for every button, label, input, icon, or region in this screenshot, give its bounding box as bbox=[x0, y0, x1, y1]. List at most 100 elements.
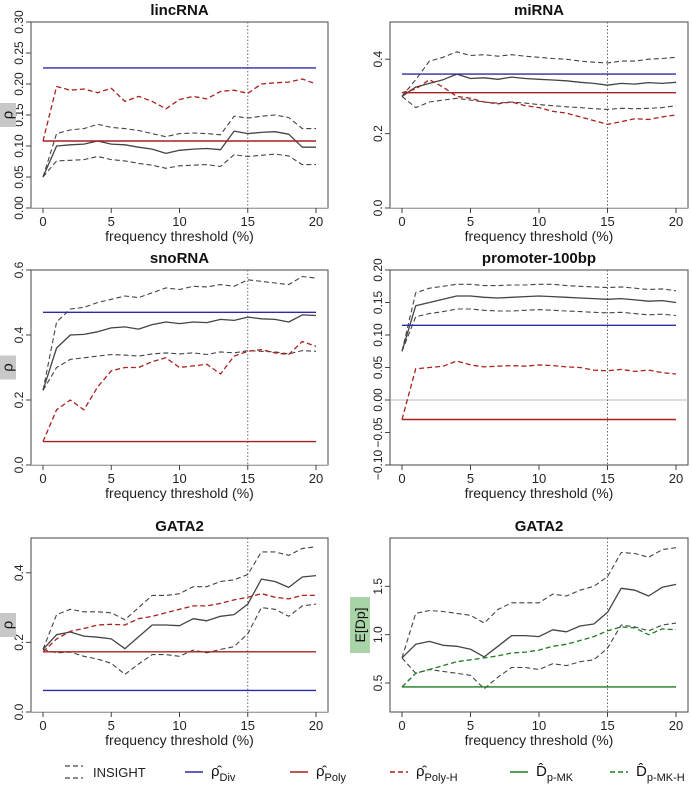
x-tick-label: 20 bbox=[309, 718, 323, 733]
y-axis-label: E[Dp] bbox=[352, 607, 368, 642]
x-tick-label: 10 bbox=[172, 214, 186, 229]
series-line-insight bbox=[42, 130, 316, 178]
y-tick-label: 0.4 bbox=[12, 326, 26, 343]
x-tick-label: 15 bbox=[600, 471, 614, 486]
y-tick-label: 0.20 bbox=[12, 72, 26, 96]
legend-label-3: ρ̂Poly-H bbox=[416, 763, 458, 784]
y-label-highlight bbox=[350, 597, 370, 653]
series-line-polyh bbox=[42, 593, 316, 653]
y-tick-label: −0.10 bbox=[371, 449, 385, 480]
series-line-insight-ci bbox=[42, 153, 316, 178]
series-line-insight-ci bbox=[401, 547, 677, 659]
y-tick-label: 0.2 bbox=[371, 125, 385, 142]
x-tick-label: 20 bbox=[669, 471, 683, 486]
legend-symbol: ρ̂ bbox=[211, 763, 223, 780]
y-tick-label: 0.05 bbox=[371, 355, 385, 379]
y-tick-label: 0.2 bbox=[12, 634, 26, 651]
y-tick-label: 0.5 bbox=[371, 674, 385, 691]
y-label-highlight bbox=[0, 103, 16, 127]
series-line-insight-ci bbox=[401, 283, 677, 352]
legend-subscript: p-MK-H bbox=[647, 772, 685, 784]
y-label-highlight bbox=[0, 613, 16, 637]
legend-label-1: ρ̂Div bbox=[211, 763, 236, 784]
x-axis-label: frequency threshold (%) bbox=[465, 485, 614, 501]
plot-area bbox=[31, 538, 328, 712]
plot-frame bbox=[30, 269, 329, 466]
x-tick-label: 10 bbox=[172, 718, 186, 733]
chart-panel-4: promoter-100bp 0 5 10 15 20 frequency threshol… bbox=[0, 250, 689, 501]
chart-title: miRNA bbox=[514, 2, 564, 19]
series-line-insight-ci bbox=[401, 51, 677, 97]
x-tick-label: 20 bbox=[669, 718, 683, 733]
series-line-insight-ci bbox=[42, 350, 317, 391]
x-tick-label: 0 bbox=[398, 471, 405, 486]
series-line-mkh bbox=[401, 626, 677, 688]
x-tick-label: 20 bbox=[309, 214, 323, 229]
legend-subscript: Div bbox=[220, 772, 236, 784]
y-tick-label: 0.00 bbox=[12, 196, 26, 220]
plot-area bbox=[31, 22, 328, 208]
x-tick-label: 0 bbox=[39, 471, 46, 486]
y-tick-label: 0.10 bbox=[12, 134, 26, 158]
legend-symbol: ρ̂ bbox=[316, 763, 328, 780]
series-line-insight bbox=[42, 314, 317, 391]
x-axis-label: frequency threshold (%) bbox=[465, 228, 614, 244]
plot-area bbox=[31, 270, 328, 465]
legend: INSIGHT ρ̂Div ρ̂Poly ρ̂Poly-H D̂p-MK D̂p-MK-H bbox=[65, 763, 685, 784]
y-tick-label: 0.0 bbox=[371, 199, 385, 216]
x-axis-label: frequency threshold (%) bbox=[105, 485, 254, 501]
y-tick-label: 0.6 bbox=[12, 261, 26, 278]
x-tick-label: 15 bbox=[241, 718, 255, 733]
y-tick-label: 0.25 bbox=[12, 41, 26, 65]
series-line-insight-ci bbox=[42, 546, 317, 650]
legend-subscript: Poly-H bbox=[425, 772, 458, 784]
y-tick-label: 0.4 bbox=[371, 51, 385, 68]
y-tick-label: 0.30 bbox=[12, 10, 26, 34]
plot-area bbox=[401, 538, 677, 712]
plot-area bbox=[390, 270, 688, 465]
series-line-insight-ci bbox=[401, 95, 677, 110]
chart-panel-5: GATA2 0 5 10 15 20 frequency threshold (%) 0.0 0… bbox=[0, 518, 329, 748]
x-tick-label: 5 bbox=[467, 718, 474, 733]
x-tick-label: 5 bbox=[467, 471, 474, 486]
x-axis-label: frequency threshold (%) bbox=[105, 732, 254, 748]
series-line-polyh bbox=[42, 78, 317, 142]
x-axis-label: frequency threshold (%) bbox=[465, 732, 614, 748]
x-tick-label: 20 bbox=[309, 471, 323, 486]
x-axis-label: frequency threshold (%) bbox=[105, 228, 254, 244]
x-tick-label: 0 bbox=[39, 214, 46, 229]
y-tick-label: 1.0 bbox=[371, 626, 385, 643]
chart-panel-3: snoRNA 0 5 10 15 20 frequency threshold (%) 0.0… bbox=[0, 250, 329, 501]
plot-area bbox=[390, 22, 688, 208]
legend-subscript: Poly bbox=[325, 772, 347, 784]
x-tick-label: 5 bbox=[108, 718, 115, 733]
series-line-insight bbox=[401, 73, 677, 97]
x-tick-label: 15 bbox=[600, 718, 614, 733]
y-axis-label: ρ bbox=[0, 621, 17, 630]
x-tick-label: 15 bbox=[241, 214, 255, 229]
x-tick-label: 0 bbox=[39, 718, 46, 733]
legend-label-insight: INSIGHT bbox=[93, 765, 146, 780]
x-tick-label: 10 bbox=[532, 471, 546, 486]
y-axis-label: ρ bbox=[0, 363, 17, 372]
x-tick-label: 10 bbox=[532, 718, 546, 733]
legend-symbol: D̂ bbox=[536, 763, 547, 780]
series-line-insight-ci bbox=[42, 603, 317, 675]
y-label-highlight bbox=[0, 355, 16, 380]
y-tick-label: 0.00 bbox=[371, 388, 385, 412]
legend-symbol: D̂ bbox=[636, 763, 647, 780]
series-line-polyh bbox=[401, 79, 677, 125]
y-tick-label: −0.05 bbox=[371, 417, 385, 448]
y-tick-label: 0.10 bbox=[371, 323, 385, 347]
panels: lincRNA 0 5 10 15 20 frequency threshold (%) 0.… bbox=[0, 2, 689, 748]
legend-label-2: ρ̂Poly bbox=[316, 763, 346, 784]
y-tick-label: 0.05 bbox=[12, 165, 26, 189]
x-tick-label: 15 bbox=[241, 471, 255, 486]
series-line-insight bbox=[42, 574, 317, 650]
chart-panel-1: lincRNA 0 5 10 15 20 frequency threshold (%) 0.… bbox=[0, 2, 329, 244]
series-line-insight-ci bbox=[401, 308, 677, 352]
series-line-polyh bbox=[42, 340, 317, 442]
x-tick-label: 5 bbox=[108, 471, 115, 486]
